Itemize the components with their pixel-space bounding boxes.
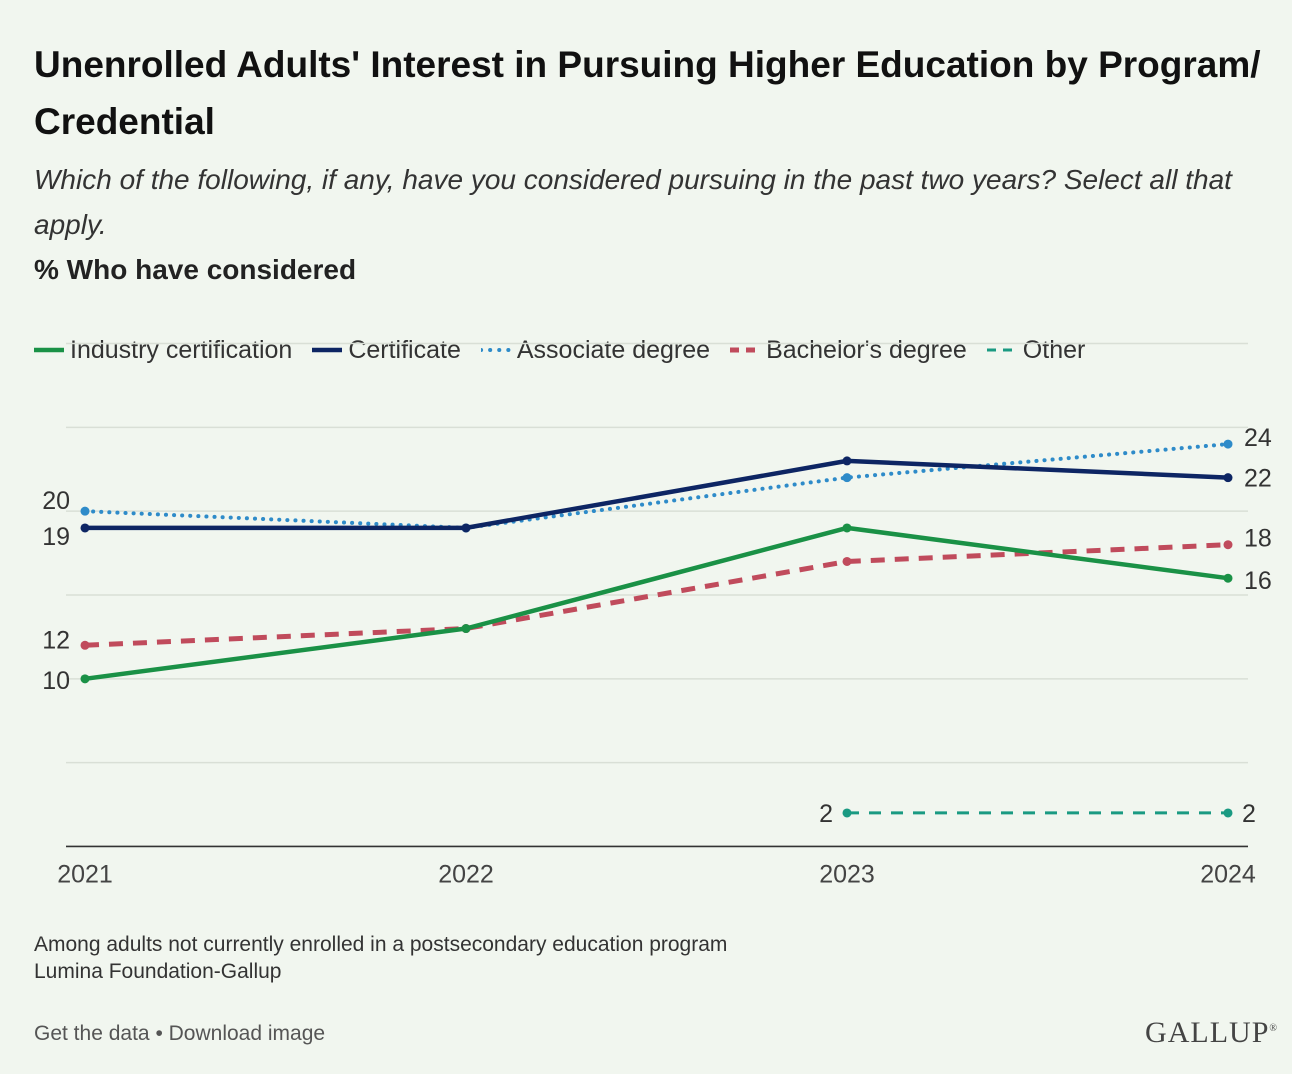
x-tick-label-2021: 2021 [57,860,113,888]
data-point-industry-2024 [1223,573,1233,583]
data-point-other-2024 [1223,808,1233,818]
data-label-other-2024: 2 [1242,800,1256,828]
series-line-industry [82,525,1231,682]
data-point-certificate-2024 [1223,473,1233,483]
chart-title: Unenrolled Adults' Interest in Pursuing … [34,44,1261,142]
legend-swatch-other [986,348,1017,352]
data-point-bachelor-2024 [1223,540,1233,550]
data-point-certificate-2022 [461,523,471,533]
data-label-industry-2024: 16 [1244,567,1272,595]
footnote: Among adults not currently enrolled in a… [34,931,727,985]
data-point-bachelor-2021 [80,640,90,650]
legend-swatch-bachelor [730,347,761,353]
brand-name: GALLUP [1145,1016,1270,1049]
data-point-other-2023 [842,808,852,818]
data-label-other-2023: 2 [819,800,833,828]
legend-item-certificate[interactable]: Certificate [312,336,461,365]
data-point-bachelor-2023 [842,556,852,566]
legend-label-certificate: Certificate [348,335,461,364]
footer-links: Get the data • Download image [34,1022,325,1046]
data-point-industry-2022 [461,624,471,634]
legend-swatch-certificate [312,347,343,353]
footnote-population: Among adults not currently enrolled in a… [34,933,728,956]
get-data-link[interactable]: Get the data [34,1022,150,1045]
data-point-industry-2023 [842,523,852,533]
legend-item-bachelor[interactable]: Bachelor's degree [730,336,967,365]
x-tick-label-2022: 2022 [438,860,494,888]
chart-subtitle: Which of the following, if any, have you… [34,164,1232,240]
data-point-certificate-2023 [842,456,852,466]
data-label-certificate-2024: 22 [1244,465,1272,493]
legend-item-associate[interactable]: Associate degree [480,335,711,365]
footnote-source: Lumina Foundation-Gallup [34,960,282,983]
footer-separator: • [155,1022,163,1045]
brand-mark: ® [1269,1023,1278,1034]
data-label-certificate-2021: 19 [42,523,70,551]
data-point-industry-2021 [80,674,90,684]
data-label-industry-2021: 10 [42,667,70,695]
data-point-associate-2021 [80,506,90,516]
legend-item-industry[interactable]: Industry certification [34,336,292,365]
legend-label-associate: Associate degree [516,335,711,364]
series-line-certificate [82,458,1231,531]
data-label-associate-2021: 20 [42,487,70,515]
download-image-link[interactable]: Download image [168,1022,326,1045]
data-label-bachelor-2021: 12 [42,626,70,654]
data-label-associate-2024: 24 [1244,424,1272,452]
legend-item-other[interactable]: Other [986,335,1086,365]
legend-label-bachelor: Bachelor's degree [766,335,967,364]
data-point-associate-2023 [842,473,852,483]
data-point-certificate-2021 [80,523,90,533]
gallup-logo: GALLUP® [1145,1016,1278,1050]
data-point-associate-2024 [1223,439,1233,449]
x-tick-label-2024: 2024 [1200,860,1256,888]
series-line-associate [83,442,1230,530]
x-tick-label-2023: 2023 [819,860,875,888]
legend-label-industry: Industry certification [70,335,293,364]
legend-label-other: Other [1022,335,1086,364]
data-label-bachelor-2024: 18 [1244,525,1272,553]
legend: Industry certification Certificate Assoc… [34,332,1085,368]
legend-swatch-industry [34,347,64,353]
measure-label: % Who have considered [34,254,357,285]
